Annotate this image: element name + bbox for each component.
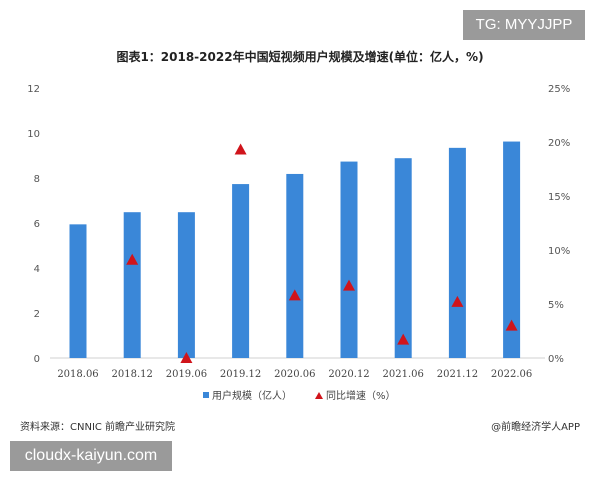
source-note: 资料来源：CNNIC 前瞻产业研究院	[20, 422, 176, 433]
chart-title: 图表1：2018-2022年中国短视频用户规模及增速(单位：亿人，%)	[116, 50, 484, 64]
growth-marker	[451, 295, 464, 307]
bar	[448, 147, 466, 358]
growth-marker	[234, 143, 247, 155]
growth-marker	[343, 279, 355, 291]
left-tick-label: 0	[34, 354, 40, 365]
x-tick-label: 2020.12	[328, 369, 369, 380]
x-tick-label: 2021.12	[437, 369, 478, 380]
growth-marker	[397, 333, 410, 345]
left-tick-label: 4	[34, 264, 40, 275]
bar	[340, 161, 358, 358]
left-tick-label: 10	[27, 129, 40, 140]
growth-marker	[126, 253, 139, 265]
x-tick-label: 2022.06	[491, 369, 532, 380]
app-credit: @前瞻经济学人APP	[491, 422, 580, 433]
right-tick-label: 20%	[548, 138, 570, 149]
growth-marker	[505, 319, 518, 331]
bar	[177, 212, 195, 358]
bar	[286, 173, 304, 358]
bar	[394, 158, 412, 358]
legend-bar-label: 用户规模（亿人）	[212, 389, 292, 402]
legend-bar-swatch	[203, 392, 209, 398]
x-tick-label: 2019.12	[220, 369, 261, 380]
x-tick-label: 2018.06	[57, 369, 98, 380]
right-tick-label: 15%	[548, 192, 570, 203]
right-tick-label: 10%	[548, 246, 570, 257]
watermark-banner: cloudx-kaiyun.com	[10, 441, 172, 471]
right-tick-label: 25%	[548, 84, 570, 95]
bar	[232, 184, 250, 358]
x-tick-label: 2021.06	[383, 369, 424, 380]
bar	[123, 212, 141, 358]
x-tick-label: 2019.06	[166, 369, 207, 380]
growth-marker	[288, 289, 301, 301]
left-tick-label: 2	[34, 309, 40, 320]
x-tick-label: 2020.06	[274, 369, 315, 380]
tg-badge: TG: MYYJJPP	[463, 10, 585, 40]
left-tick-label: 6	[34, 219, 40, 230]
right-tick-label: 5%	[548, 300, 564, 311]
legend-triangle-swatch	[315, 392, 323, 399]
right-tick-label: 0%	[548, 354, 564, 365]
legend-growth-label: 同比增速（%）	[326, 389, 396, 402]
growth-marker	[180, 352, 193, 363]
x-tick-label: 2018.12	[112, 369, 153, 380]
left-tick-label: 12	[27, 84, 40, 95]
left-tick-label: 8	[34, 174, 40, 185]
bar	[503, 141, 521, 358]
bar	[69, 224, 87, 358]
